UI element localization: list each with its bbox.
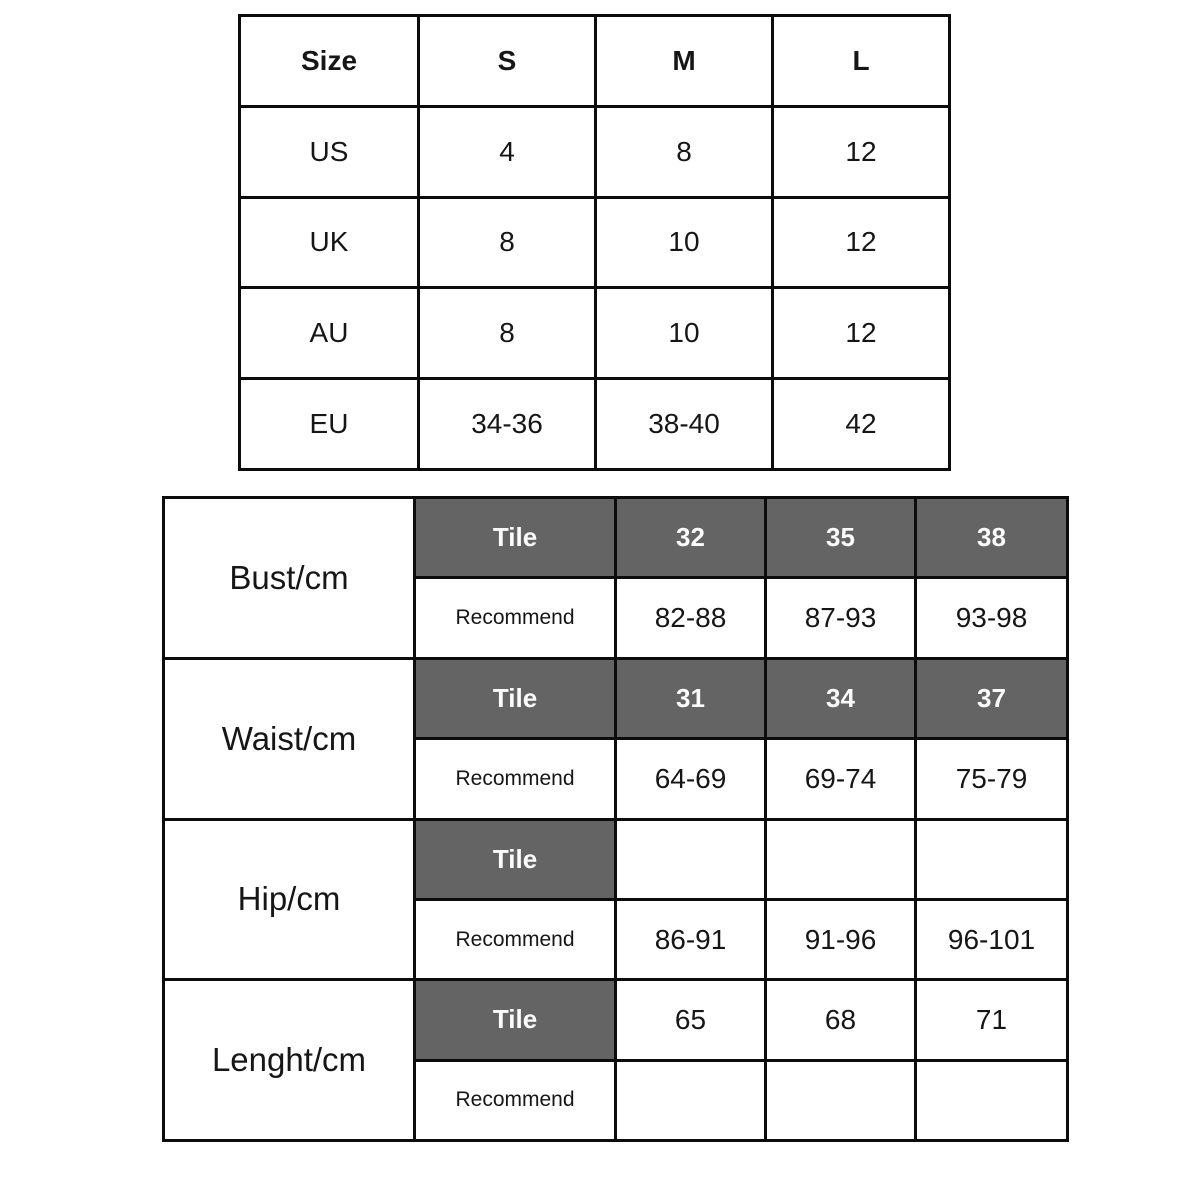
size-row-label-au: AU [241,289,417,378]
size-value-us-l: 12 [774,107,948,196]
size-row-label-eu: EU [241,380,417,468]
size-value-au-s: 8 [420,289,594,378]
measure-label-waist: Waist/cm [165,659,413,818]
size-value-us-m: 8 [597,107,771,196]
hip-tile-value-l [917,820,1066,898]
size-value-uk-m: 10 [597,198,771,287]
size-value-au-l: 12 [774,289,948,378]
bust-tile-value-l: 38 [917,499,1066,577]
bust-tile-value-m: 35 [767,499,914,577]
size-value-eu-m: 38-40 [597,380,771,468]
waist-tile-value-m: 34 [767,659,914,738]
measurement-table: Bust/cm Tile 32 35 38 Recommend 82-88 87… [162,496,1069,1142]
hip-recommend-value-s: 86-91 [617,900,764,979]
waist-recommend-value-l: 75-79 [917,740,1066,818]
bust-recommend-value-m: 87-93 [767,579,914,657]
size-value-us-s: 4 [420,107,594,196]
hip-tile-header: Tile [416,820,614,898]
bust-recommend-value-s: 82-88 [617,579,764,657]
waist-tile-value-s: 31 [617,659,764,738]
lenght-recommend-value-s [617,1061,764,1139]
waist-tile-header: Tile [416,659,614,738]
lenght-recommend-value-m [767,1061,914,1139]
size-table-header-m: M [597,17,771,105]
measure-label-lenght: Lenght/cm [165,981,413,1139]
measure-label-bust: Bust/cm [165,499,413,657]
hip-recommend-header: Recommend [416,900,614,979]
size-value-eu-s: 34-36 [420,380,594,468]
waist-recommend-value-s: 64-69 [617,740,764,818]
lenght-tile-value-l: 71 [917,981,1066,1059]
hip-recommend-value-m: 91-96 [767,900,914,979]
bust-recommend-value-l: 93-98 [917,579,1066,657]
hip-recommend-value-l: 96-101 [917,900,1066,979]
waist-recommend-value-m: 69-74 [767,740,914,818]
size-value-uk-l: 12 [774,198,948,287]
lenght-tile-value-m: 68 [767,981,914,1059]
size-value-eu-l: 42 [774,380,948,468]
bust-tile-header: Tile [416,499,614,577]
lenght-tile-value-s: 65 [617,981,764,1059]
size-table-header-size: Size [241,17,417,105]
lenght-tile-header: Tile [416,981,614,1059]
measure-label-hip: Hip/cm [165,820,413,979]
waist-tile-value-l: 37 [917,659,1066,738]
size-conversion-table: Size S M L US 4 8 12 UK 8 10 12 AU 8 10 … [238,14,951,471]
size-value-uk-s: 8 [420,198,594,287]
size-row-label-us: US [241,107,417,196]
size-table-header-l: L [774,17,948,105]
hip-tile-value-m [767,820,914,898]
bust-tile-value-s: 32 [617,499,764,577]
hip-tile-value-s [617,820,764,898]
size-value-au-m: 10 [597,289,771,378]
lenght-recommend-value-l [917,1061,1066,1139]
lenght-recommend-header: Recommend [416,1061,614,1139]
size-table-header-s: S [420,17,594,105]
size-row-label-uk: UK [241,198,417,287]
waist-recommend-header: Recommend [416,740,614,818]
bust-recommend-header: Recommend [416,579,614,657]
